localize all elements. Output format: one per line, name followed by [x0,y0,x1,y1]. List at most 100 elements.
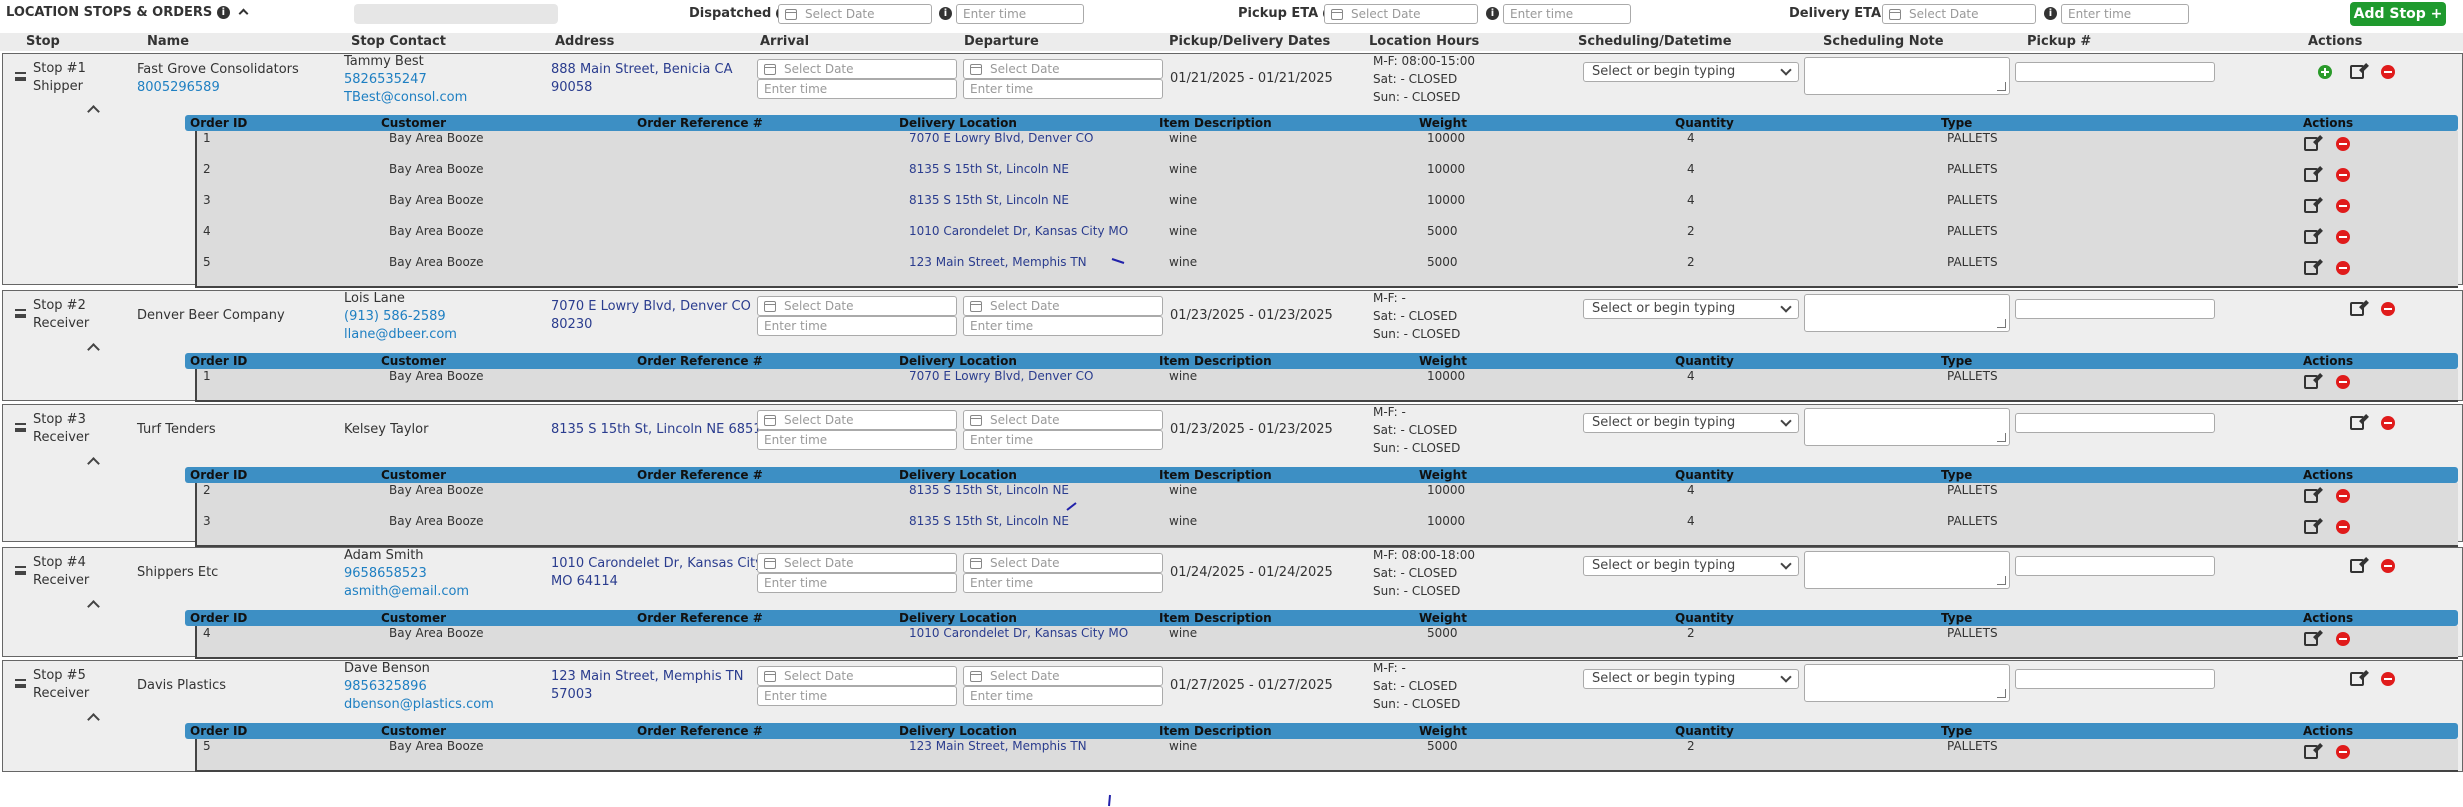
remove-order-icon[interactable] [2336,520,2350,534]
contact-email[interactable]: asmith@email.com [344,584,470,599]
remove-order-icon[interactable] [2336,168,2350,182]
info-icon[interactable]: i [2044,7,2057,20]
drag-handle-icon[interactable] [15,423,26,432]
remove-order-icon[interactable] [2336,745,2350,759]
edit-order-icon[interactable] [2304,745,2318,759]
contact-phone[interactable]: (913) 586-2589 [344,309,446,324]
arrival-time-input[interactable]: Enter time [757,573,957,593]
arrival-time-input[interactable]: Enter time [757,430,957,450]
drag-handle-icon[interactable] [15,72,26,81]
order-delivery-location[interactable]: 8135 S 15th St, Lincoln NE [909,514,1070,528]
edit-order-icon[interactable] [2304,375,2318,389]
remove-stop-icon[interactable] [2381,65,2395,79]
drag-handle-icon[interactable] [15,566,26,575]
edit-order-icon[interactable] [2304,261,2318,275]
remove-stop-icon[interactable] [2381,559,2395,573]
edit-order-icon[interactable] [2304,199,2318,213]
scheduling-note-textarea[interactable] [1804,57,2010,95]
departure-date-input[interactable]: Select Date [963,296,1163,316]
arrival-date-input[interactable]: Select Date [757,59,957,79]
remove-order-icon[interactable] [2336,137,2350,151]
departure-time-input[interactable]: Enter time [963,430,1163,450]
edit-stop-icon[interactable] [2350,302,2364,316]
departure-time-input[interactable]: Enter time [963,316,1163,336]
info-icon[interactable]: i [216,6,230,19]
order-delivery-location[interactable]: 1010 Carondelet Dr, Kansas City MO [909,224,1129,238]
pickup-number-input[interactable] [2015,299,2215,319]
pickup-eta-date-input[interactable]: Select Date [1324,4,1478,24]
order-delivery-location[interactable]: 8135 S 15th St, Lincoln NE [909,162,1070,176]
order-delivery-location[interactable]: 123 Main Street, Memphis TN [909,739,1087,753]
info-icon[interactable]: i [939,7,952,20]
remove-stop-icon[interactable] [2381,302,2395,316]
remove-stop-icon[interactable] [2381,416,2395,430]
arrival-date-input[interactable]: Select Date [757,410,957,430]
departure-time-input[interactable]: Enter time [963,686,1163,706]
pickup-number-input[interactable] [2015,413,2215,433]
drag-handle-icon[interactable] [15,679,26,688]
order-delivery-location[interactable]: 1010 Carondelet Dr, Kansas City MO [909,626,1129,640]
contact-phone[interactable]: 9658658523 [344,566,427,581]
scheduling-note-textarea[interactable] [1804,664,2010,702]
collapse-chevron-icon[interactable] [238,8,249,19]
contact-phone[interactable]: 9856325896 [344,679,427,694]
scheduling-select[interactable]: Select or begin typing [1583,299,1799,319]
contact-email[interactable]: dbenson@plastics.com [344,697,494,712]
departure-time-input[interactable]: Enter time [963,573,1163,593]
edit-stop-icon[interactable] [2350,65,2364,79]
order-delivery-location[interactable]: 8135 S 15th St, Lincoln NE [909,483,1070,497]
order-delivery-location[interactable]: 8135 S 15th St, Lincoln NE [909,193,1070,207]
info-icon[interactable]: i [1486,7,1499,20]
arrival-time-input[interactable]: Enter time [757,686,957,706]
pickup-number-input[interactable] [2015,669,2215,689]
scheduling-note-textarea[interactable] [1804,294,2010,332]
pickup-number-input[interactable] [2015,62,2215,82]
delivery-eta-time-input[interactable]: Enter time [2061,4,2189,24]
departure-date-input[interactable]: Select Date [963,553,1163,573]
edit-order-icon[interactable] [2304,168,2318,182]
stop-name-phone[interactable]: 8005296589 [137,80,220,95]
remove-order-icon[interactable] [2336,632,2350,646]
delivery-eta-date-input[interactable]: Select Date [1882,4,2036,24]
arrival-time-input[interactable]: Enter time [757,79,957,99]
scheduling-select[interactable]: Select or begin typing [1583,62,1799,82]
collapse-chevron-icon[interactable] [87,600,100,613]
contact-email[interactable]: llane@dbeer.com [344,327,457,342]
arrival-date-input[interactable]: Select Date [757,553,957,573]
collapse-chevron-icon[interactable] [87,105,100,118]
departure-date-input[interactable]: Select Date [963,410,1163,430]
edit-stop-icon[interactable] [2350,559,2364,573]
remove-order-icon[interactable] [2336,489,2350,503]
departure-date-input[interactable]: Select Date [963,59,1163,79]
pickup-eta-time-input[interactable]: Enter time [1503,4,1631,24]
add-order-icon[interactable] [2318,65,2332,79]
departure-date-input[interactable]: Select Date [963,666,1163,686]
remove-order-icon[interactable] [2336,375,2350,389]
order-delivery-location[interactable]: 7070 E Lowry Blvd, Denver CO [909,131,1094,145]
edit-order-icon[interactable] [2304,520,2318,534]
collapse-chevron-icon[interactable] [87,457,100,470]
arrival-date-input[interactable]: Select Date [757,666,957,686]
scheduling-select[interactable]: Select or begin typing [1583,669,1799,689]
edit-order-icon[interactable] [2304,632,2318,646]
scheduling-note-textarea[interactable] [1804,408,2010,446]
scheduling-note-textarea[interactable] [1804,551,2010,589]
edit-order-icon[interactable] [2304,137,2318,151]
contact-phone[interactable]: 5826535247 [344,72,427,87]
departure-time-input[interactable]: Enter time [963,79,1163,99]
add-stop-button[interactable]: Add Stop + [2350,2,2446,26]
drag-handle-icon[interactable] [15,309,26,318]
edit-order-icon[interactable] [2304,489,2318,503]
dispatched-time-input[interactable]: Enter time [956,4,1084,24]
pickup-number-input[interactable] [2015,556,2215,576]
collapse-chevron-icon[interactable] [87,343,100,356]
order-delivery-location[interactable]: 7070 E Lowry Blvd, Denver CO [909,369,1094,383]
edit-stop-icon[interactable] [2350,672,2364,686]
remove-stop-icon[interactable] [2381,672,2395,686]
arrival-time-input[interactable]: Enter time [757,316,957,336]
remove-order-icon[interactable] [2336,230,2350,244]
remove-order-icon[interactable] [2336,261,2350,275]
order-delivery-location[interactable]: 123 Main Street, Memphis TN [909,255,1087,269]
scheduling-select[interactable]: Select or begin typing [1583,413,1799,433]
edit-order-icon[interactable] [2304,230,2318,244]
